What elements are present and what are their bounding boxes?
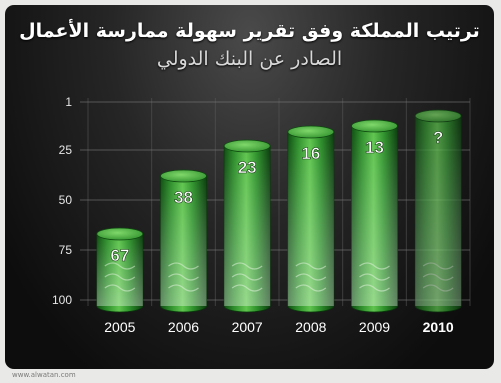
bar-cap	[223, 139, 271, 153]
bar-value-label: ?	[433, 128, 443, 147]
bar	[160, 169, 207, 313]
bar-shine	[96, 234, 143, 306]
bar	[96, 227, 144, 313]
bar-shine	[415, 116, 462, 306]
bar-shine	[351, 126, 398, 306]
bar	[287, 125, 335, 313]
y-tick-label: 1	[65, 95, 72, 109]
bar-cap	[96, 227, 144, 241]
bar	[351, 119, 398, 313]
x-tick-label: 2007	[232, 319, 263, 335]
y-tick-label: 100	[52, 293, 72, 307]
bar-value-label: 23	[238, 158, 257, 177]
bar-shine	[224, 146, 271, 306]
bar-cap	[160, 169, 207, 183]
bar-shine	[160, 176, 207, 306]
bar-cap	[287, 125, 335, 139]
y-tick-label: 50	[59, 193, 73, 207]
bar	[223, 139, 271, 313]
bar-value-label: 16	[301, 144, 320, 163]
bar-cap	[351, 119, 398, 133]
x-tick-label: 2009	[359, 319, 390, 335]
y-tick-label: 25	[59, 143, 73, 157]
bar-cap	[414, 109, 462, 123]
x-tick-label: 2010	[423, 319, 454, 335]
x-tick-label: 2006	[168, 319, 199, 335]
bar-value-label: 13	[365, 138, 384, 157]
y-tick-label: 75	[59, 243, 73, 257]
x-tick-label: 2008	[295, 319, 326, 335]
bar	[414, 109, 462, 313]
chart-title: ترتيب المملكة وفق تقرير سهولة ممارسة الأ…	[15, 17, 484, 73]
bar-value-label: 38	[174, 188, 193, 207]
bar-shine	[287, 132, 334, 306]
x-tick-label: 2005	[104, 319, 135, 335]
bar-value-label: 67	[110, 246, 129, 265]
watermark: www.alwatan.com	[12, 371, 76, 379]
chart-title-line1: ترتيب المملكة وفق تقرير سهولة ممارسة الأ…	[19, 20, 480, 42]
chart-subtitle: الصادر عن البنك الدولي	[156, 48, 343, 70]
